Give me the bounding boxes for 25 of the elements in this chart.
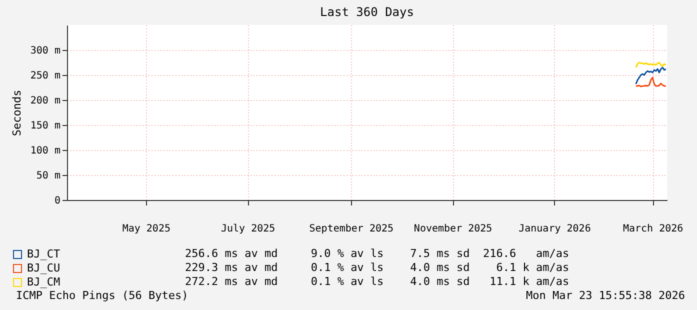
text: 229.3 ms av md 0.1 % av ls 4.0 ms sd 6.1 k am/as	[185, 261, 570, 275]
line-series	[635, 76, 667, 88]
legend-label: BJ_CM	[27, 276, 60, 288]
y-tick-label: 250 m	[30, 70, 60, 82]
y-tick-label: 150 m	[30, 120, 60, 132]
chart-title: Last 360 Days	[320, 5, 414, 19]
y-tick-label: 100 m	[30, 146, 60, 156]
y-tick-label: 0	[54, 196, 60, 206]
line-series	[635, 66, 667, 85]
x-tick-label: May 2025	[122, 224, 170, 234]
legend-label: BJ_CU	[27, 262, 60, 274]
legend-label: BJ_CT	[27, 248, 60, 260]
y-axis-title: Seconds	[10, 90, 24, 136]
text: 256.6 ms av md 9.0 % av ls 7.5 ms sd 216.6 am/as	[185, 247, 570, 261]
x-tick-label: July 2025	[220, 224, 276, 234]
x-tick-label: March 2026	[622, 224, 684, 234]
y-tick-label: 200 m	[30, 96, 60, 106]
x-tick-label: January 2026	[518, 224, 591, 234]
x-tick-label: September 2025	[309, 224, 394, 234]
y-tick-label: 300 m	[30, 46, 60, 56]
y-tick-label: 50 m	[36, 170, 60, 182]
text: ICMP Echo Pings (56 Bytes)	[16, 289, 188, 303]
text: 272.2 ms av md 0.1 % av ls 4.0 ms sd 11.1 k am/as	[185, 275, 570, 289]
text: Mon Mar 23 15:55:38 2026	[526, 289, 685, 303]
x-tick-label: November 2025	[414, 224, 492, 234]
